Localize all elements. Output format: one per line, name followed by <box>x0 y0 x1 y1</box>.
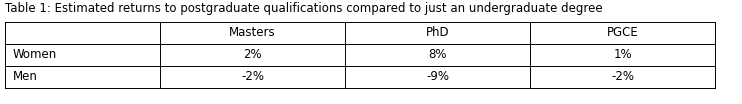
Text: -2%: -2% <box>241 71 264 84</box>
Text: -9%: -9% <box>426 71 449 84</box>
Text: PGCE: PGCE <box>607 27 638 40</box>
Text: 8%: 8% <box>428 48 447 61</box>
Text: Table 1: Estimated returns to postgraduate qualifications compared to just an un: Table 1: Estimated returns to postgradua… <box>5 2 603 15</box>
Text: 1%: 1% <box>613 48 631 61</box>
Text: Masters: Masters <box>229 27 276 40</box>
Text: -2%: -2% <box>611 71 634 84</box>
Text: PhD: PhD <box>426 27 450 40</box>
Text: 2%: 2% <box>243 48 262 61</box>
Text: Women: Women <box>13 48 57 61</box>
Text: Men: Men <box>13 71 38 84</box>
